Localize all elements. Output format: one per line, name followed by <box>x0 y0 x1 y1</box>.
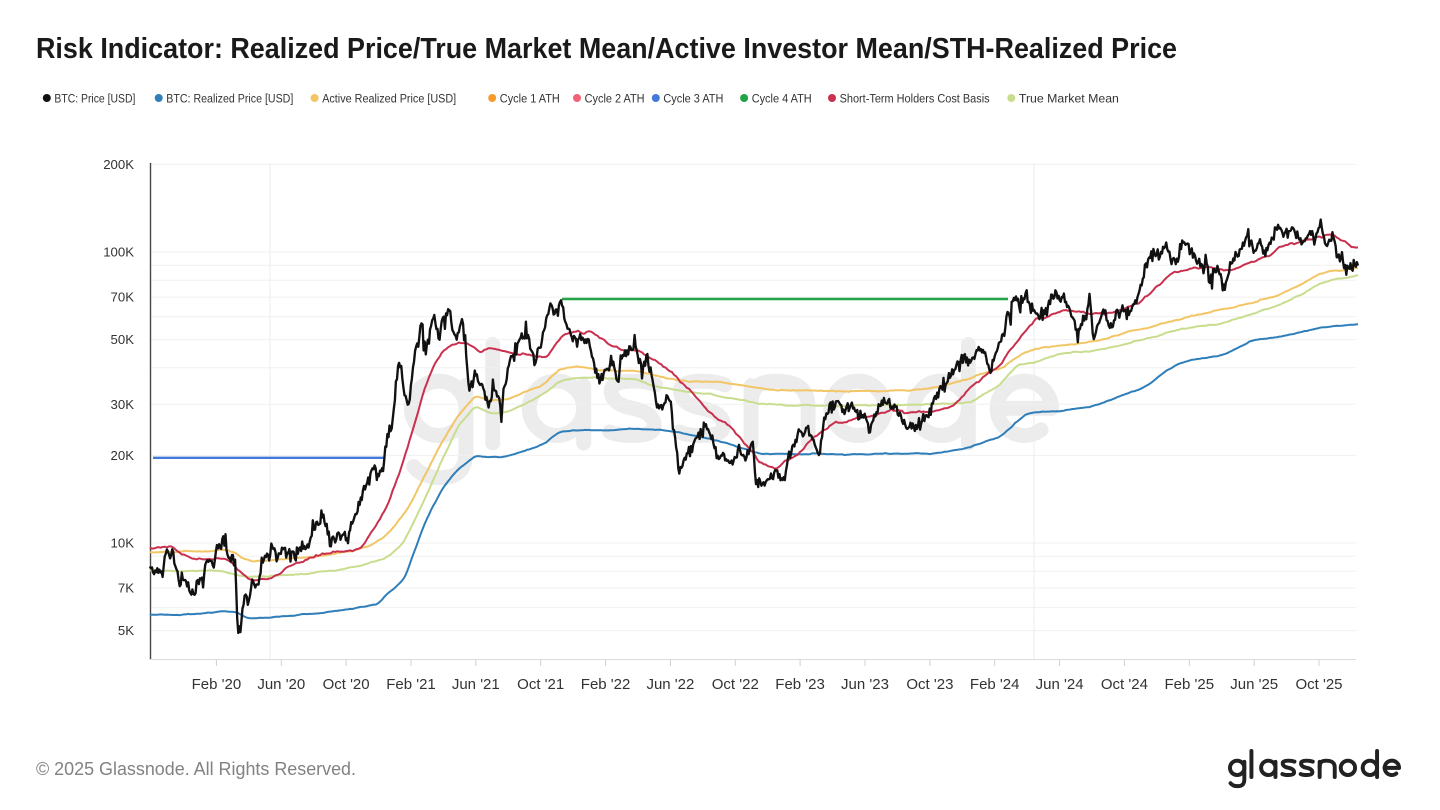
svg-text:Feb '24: Feb '24 <box>970 676 1020 693</box>
svg-text:Oct '24: Oct '24 <box>1101 676 1148 693</box>
svg-text:Jun '25: Jun '25 <box>1230 676 1278 693</box>
svg-text:100K: 100K <box>103 245 134 260</box>
svg-text:© 2025 Glassnode. All Rights R: © 2025 Glassnode. All Rights Reserved. <box>36 759 356 779</box>
svg-text:BTC: Realized Price [USD]: BTC: Realized Price [USD] <box>166 92 293 106</box>
svg-text:20K: 20K <box>111 448 135 463</box>
svg-text:Feb '23: Feb '23 <box>775 676 825 693</box>
svg-text:Cycle 2 ATH: Cycle 2 ATH <box>585 92 645 106</box>
svg-text:Feb '25: Feb '25 <box>1165 676 1215 693</box>
svg-text:Cycle 3 ATH: Cycle 3 ATH <box>663 92 723 106</box>
svg-text:Feb '20: Feb '20 <box>192 676 242 693</box>
svg-text:Feb '22: Feb '22 <box>581 676 631 693</box>
svg-text:30K: 30K <box>111 397 135 412</box>
svg-text:Cycle 1 ATH: Cycle 1 ATH <box>500 92 560 106</box>
svg-text:Jun '21: Jun '21 <box>452 676 500 693</box>
svg-text:BTC: Price [USD]: BTC: Price [USD] <box>54 92 135 106</box>
svg-text:Oct '23: Oct '23 <box>906 676 953 693</box>
svg-text:Risk Indicator: Realized Price: Risk Indicator: Realized Price/True Mark… <box>36 33 1177 65</box>
svg-text:Jun '20: Jun '20 <box>257 676 305 693</box>
svg-text:70K: 70K <box>111 290 135 305</box>
svg-text:Active Realized Price [USD]: Active Realized Price [USD] <box>322 92 456 106</box>
svg-text:Oct '22: Oct '22 <box>712 676 759 693</box>
svg-text:Jun '22: Jun '22 <box>646 676 694 693</box>
svg-text:50K: 50K <box>111 332 135 347</box>
svg-text:7K: 7K <box>118 581 134 596</box>
svg-text:Oct '21: Oct '21 <box>517 676 564 693</box>
svg-text:Oct '20: Oct '20 <box>323 676 370 693</box>
svg-text:10K: 10K <box>111 536 135 551</box>
svg-text:Feb '21: Feb '21 <box>386 676 436 693</box>
svg-text:Oct '25: Oct '25 <box>1295 676 1342 693</box>
svg-text:Jun '23: Jun '23 <box>841 676 889 693</box>
svg-text:True Market Mean: True Market Mean <box>1019 92 1119 106</box>
svg-text:Jun '24: Jun '24 <box>1036 676 1084 693</box>
svg-text:200K: 200K <box>103 157 134 172</box>
svg-text:Short-Term Holders Cost Basis: Short-Term Holders Cost Basis <box>840 92 990 106</box>
svg-text:5K: 5K <box>118 623 134 638</box>
svg-text:Cycle 4 ATH: Cycle 4 ATH <box>752 92 812 106</box>
